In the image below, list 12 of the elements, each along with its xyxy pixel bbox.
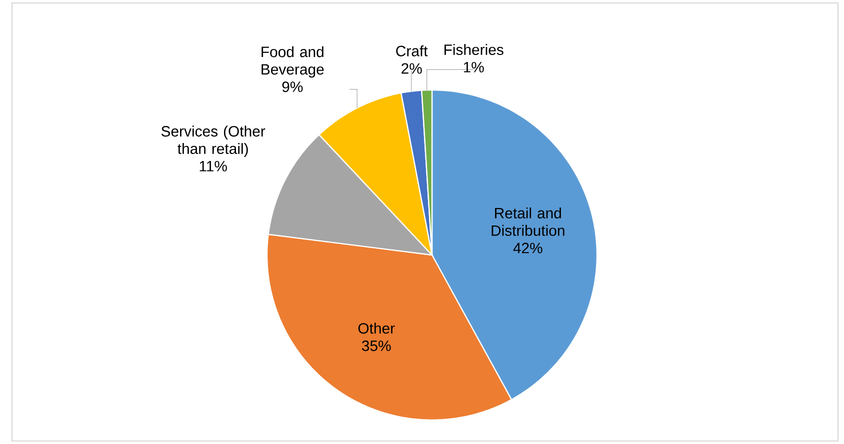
data-label: 42% [513,242,542,254]
slice-label: Craft [396,45,428,56]
slice-label: Fisheries [444,44,504,56]
data-label: 35% [362,340,391,352]
data-label: 2% [402,63,422,74]
data-label: 9% [282,81,303,92]
slice-label: Retail and Distribution [492,207,564,236]
data-label: 1% [464,62,484,72]
data-label: 11% [200,160,227,172]
slice-label: Other [358,322,395,334]
slice-label: Services (Other than retail) [161,126,266,157]
slice-label: Food and Beverage [262,46,324,78]
